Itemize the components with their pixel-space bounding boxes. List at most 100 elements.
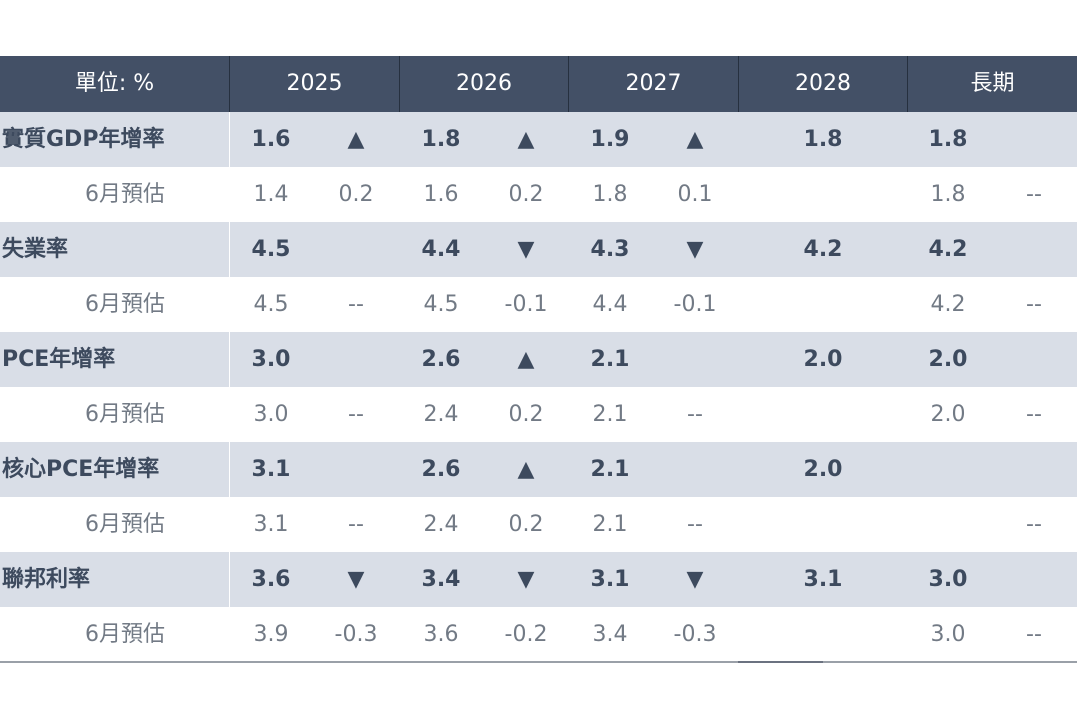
table-row: 聯邦利率 3.6 ▼ 3.4 ▼ 3.1 ▼ 3.1 3.0 <box>0 552 1077 607</box>
table-bottom-accent <box>738 661 823 663</box>
value-2025: 3.6 <box>251 567 291 592</box>
change-long-term: -- <box>1026 292 1042 317</box>
header-year-2025: 2025 <box>229 56 399 112</box>
change-2025: -- <box>348 402 364 427</box>
up-arrow-icon: ▲ <box>686 127 704 152</box>
header-year-2028: 2028 <box>738 56 907 112</box>
value-long-term: 1.8 <box>928 127 968 152</box>
value-long-term: 4.2 <box>930 292 966 317</box>
row-separator <box>229 552 230 607</box>
value-2028: 1.8 <box>803 127 843 152</box>
row-label: PCE年增率 <box>2 347 116 372</box>
table-row-june-estimate: 6月預估 3.1 -- 2.4 0.2 2.1 -- -- <box>0 497 1077 552</box>
value-2027: 4.3 <box>590 237 630 262</box>
value-2026: 1.8 <box>421 127 461 152</box>
value-long-term: 1.8 <box>930 182 966 207</box>
value-2027: 3.1 <box>590 567 630 592</box>
value-2027: 2.1 <box>592 402 628 427</box>
value-long-term: 3.0 <box>930 622 966 647</box>
value-long-term: 2.0 <box>928 347 968 372</box>
value-long-term: 4.2 <box>928 237 968 262</box>
down-arrow-icon: ▼ <box>686 237 704 262</box>
header-year-2027: 2027 <box>568 56 738 112</box>
value-2025: 3.0 <box>251 347 291 372</box>
value-2027: 3.4 <box>592 622 628 647</box>
table-row: 失業率 4.5 4.4 ▼ 4.3 ▼ 4.2 4.2 <box>0 222 1077 277</box>
change-2027: 0.1 <box>677 182 713 207</box>
table-row: 核心PCE年增率 3.1 2.6 ▲ 2.1 2.0 <box>0 442 1077 497</box>
change-long-term: -- <box>1026 402 1042 427</box>
row-separator <box>229 112 230 167</box>
value-2027: 2.1 <box>592 512 628 537</box>
table-header: 單位: % 2025 2026 2027 2028 長期 <box>0 56 1077 112</box>
change-2027: -0.1 <box>673 292 717 317</box>
value-2027: 1.9 <box>590 127 630 152</box>
value-2028: 4.2 <box>803 237 843 262</box>
change-long-term: -- <box>1026 622 1042 647</box>
change-2026: 0.2 <box>508 402 544 427</box>
row-label: 聯邦利率 <box>2 567 91 592</box>
value-2026: 2.6 <box>421 457 461 482</box>
value-long-term: 2.0 <box>930 402 966 427</box>
value-2027: 2.1 <box>590 457 630 482</box>
down-arrow-icon: ▼ <box>347 567 365 592</box>
row-label: 6月預估 <box>85 402 165 427</box>
change-2026: 0.2 <box>508 512 544 537</box>
value-2026: 2.4 <box>423 402 459 427</box>
row-label: 6月預估 <box>85 622 165 647</box>
value-long-term: 3.0 <box>928 567 968 592</box>
table-row-june-estimate: 6月預估 3.9 -0.3 3.6 -0.2 3.4 -0.3 3.0 -- <box>0 607 1077 662</box>
table-row-june-estimate: 6月預估 4.5 -- 4.5 -0.1 4.4 -0.1 4.2 -- <box>0 277 1077 332</box>
change-long-term: -- <box>1026 512 1042 537</box>
value-2025: 3.1 <box>253 512 289 537</box>
change-2027: -- <box>687 512 703 537</box>
forecast-table: 單位: % 2025 2026 2027 2028 長期 實質GDP年增率 1.6… <box>0 56 1077 662</box>
row-label: 6月預估 <box>85 182 165 207</box>
up-arrow-icon: ▲ <box>517 347 535 372</box>
value-2025: 4.5 <box>253 292 289 317</box>
table-row: PCE年增率 3.0 2.6 ▲ 2.1 2.0 2.0 <box>0 332 1077 387</box>
row-separator <box>229 332 230 387</box>
change-long-term: -- <box>1026 182 1042 207</box>
change-2025: -- <box>348 512 364 537</box>
down-arrow-icon: ▼ <box>517 567 535 592</box>
value-2025: 3.1 <box>251 457 291 482</box>
value-2026: 3.4 <box>421 567 461 592</box>
change-2027: -0.3 <box>673 622 717 647</box>
value-2026: 4.4 <box>421 237 461 262</box>
value-2027: 1.8 <box>592 182 628 207</box>
header-unit: 單位: % <box>74 71 155 96</box>
header-long-term: 長期 <box>907 56 1077 112</box>
row-label: 6月預估 <box>85 512 165 537</box>
value-2027: 2.1 <box>590 347 630 372</box>
table-bottom-border <box>0 661 1077 663</box>
value-2028: 3.1 <box>803 567 843 592</box>
value-2025: 1.4 <box>253 182 289 207</box>
value-2027: 4.4 <box>592 292 628 317</box>
value-2026: 2.4 <box>423 512 459 537</box>
change-2025: -0.3 <box>334 622 378 647</box>
value-2028: 2.0 <box>803 457 843 482</box>
value-2025: 3.0 <box>253 402 289 427</box>
table-row-june-estimate: 6月預估 3.0 -- 2.4 0.2 2.1 -- 2.0 -- <box>0 387 1077 442</box>
value-2028: 2.0 <box>803 347 843 372</box>
row-label: 6月預估 <box>85 292 165 317</box>
row-separator <box>229 442 230 497</box>
value-2026: 1.6 <box>423 182 459 207</box>
row-label: 失業率 <box>2 237 69 262</box>
up-arrow-icon: ▲ <box>517 457 535 482</box>
value-2026: 3.6 <box>423 622 459 647</box>
row-label: 核心PCE年增率 <box>2 457 160 482</box>
change-2026: -0.2 <box>504 622 548 647</box>
header-year-2026: 2026 <box>399 56 568 112</box>
table-body: 實質GDP年增率 1.6 ▲ 1.8 ▲ 1.9 ▲ 1.8 1.8 6月預估 1.4 0.2 1.6 0… <box>0 112 1077 662</box>
down-arrow-icon: ▼ <box>686 567 704 592</box>
value-2026: 2.6 <box>421 347 461 372</box>
value-2025: 4.5 <box>251 237 291 262</box>
change-2027: -- <box>687 402 703 427</box>
change-2026: 0.2 <box>508 182 544 207</box>
down-arrow-icon: ▼ <box>517 237 535 262</box>
up-arrow-icon: ▲ <box>347 127 365 152</box>
value-2025: 3.9 <box>253 622 289 647</box>
row-label: 實質GDP年增率 <box>2 127 165 152</box>
